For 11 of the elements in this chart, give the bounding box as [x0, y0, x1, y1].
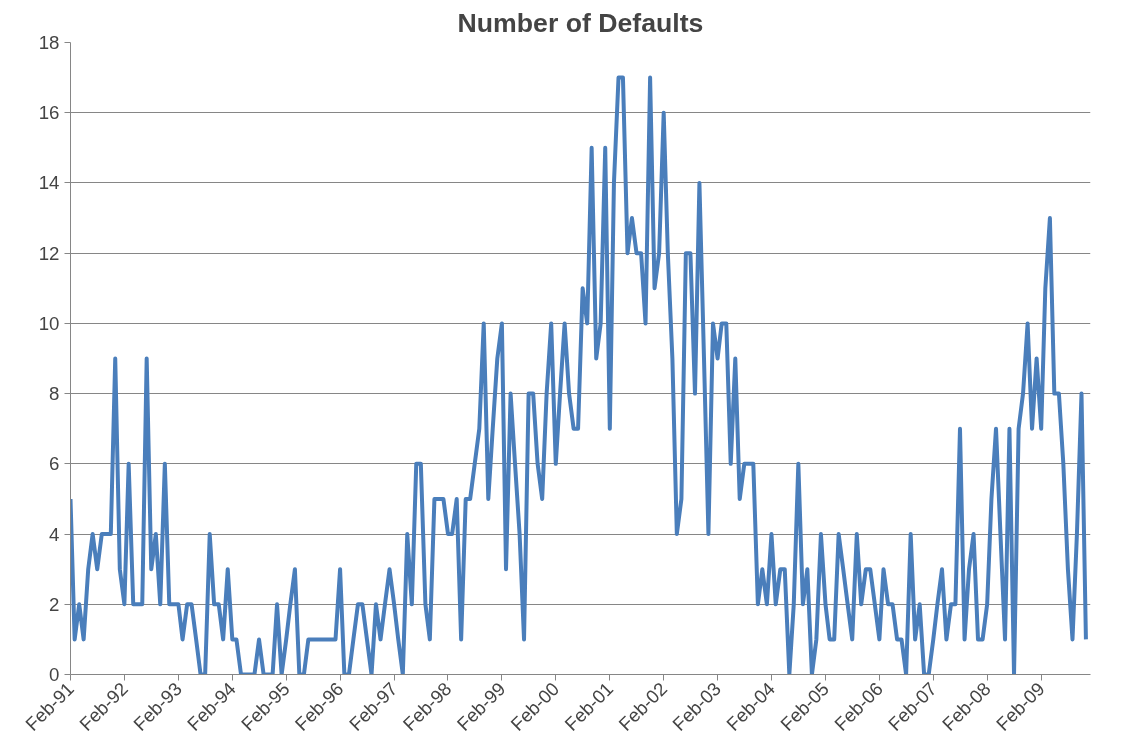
y-tick-label: 16 — [38, 102, 60, 124]
y-tick-label: 18 — [38, 32, 60, 53]
y-tick-label: 8 — [49, 383, 60, 405]
y-tick-label: 12 — [38, 242, 60, 264]
y-tick-label: 2 — [49, 593, 60, 615]
y-tick-label: 6 — [49, 453, 60, 475]
y-tick-label: 14 — [38, 172, 60, 194]
y-tick-label: 10 — [38, 312, 60, 334]
y-tick-label: 4 — [49, 523, 60, 545]
chart-title: Number of Defaults — [457, 7, 704, 38]
y-tick-label: 0 — [49, 664, 60, 685]
